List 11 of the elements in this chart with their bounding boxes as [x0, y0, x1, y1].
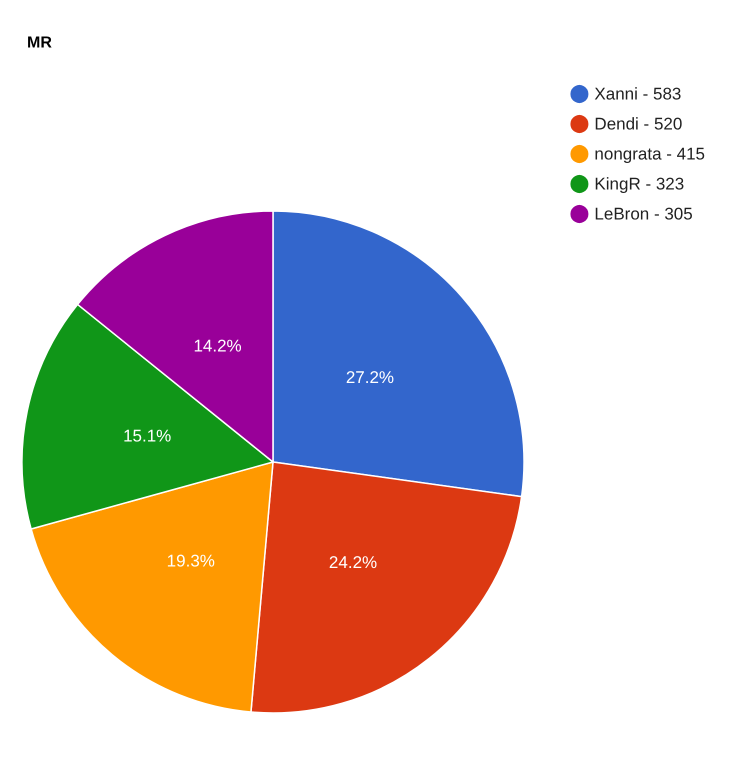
legend-label: nongrata - 415	[594, 144, 706, 164]
legend-label: KingR - 323	[594, 174, 684, 194]
data-label: 15.1%	[123, 426, 172, 446]
legend-label: LeBron - 305	[594, 204, 693, 224]
data-label: 14.2%	[193, 336, 242, 356]
chart-title: MR	[27, 34, 52, 52]
data-label: 24.2%	[328, 553, 378, 572]
data-label: 27.2%	[346, 368, 394, 388]
legend-label: Xanni - 583	[594, 84, 682, 104]
data-label: 19.3%	[166, 551, 215, 570]
legend-label: Dendi - 520	[594, 114, 682, 134]
